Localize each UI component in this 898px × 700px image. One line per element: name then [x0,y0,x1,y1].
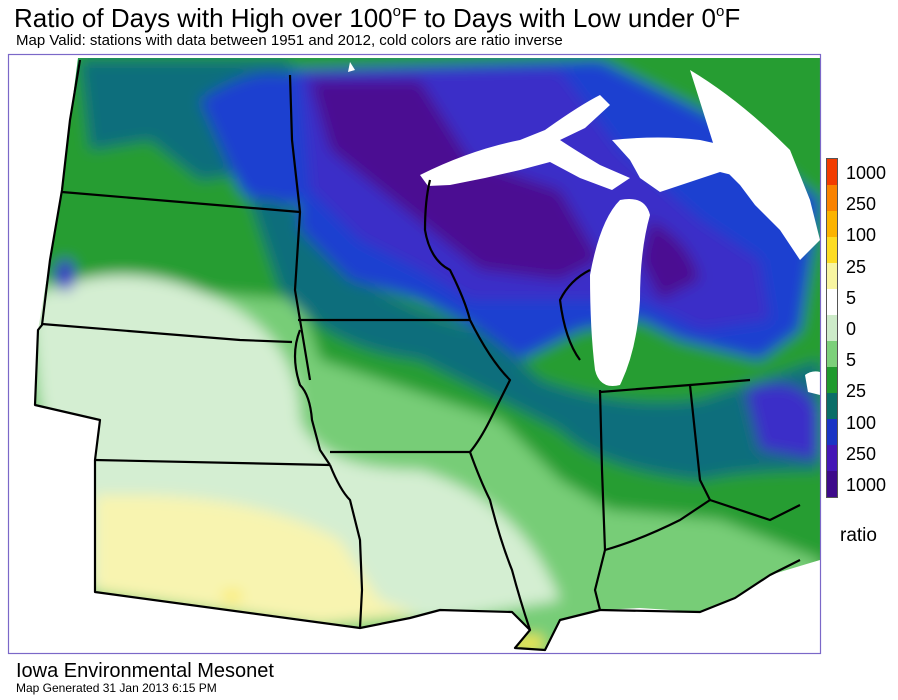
legend-swatch [827,185,837,211]
title-part-3: F [724,3,741,33]
great-lakes [348,62,820,395]
title-part-2: F to Days with Low under 0 [400,3,717,33]
title-degree-1: o [392,3,401,20]
legend-swatch [827,445,837,471]
legend-swatch [827,289,837,315]
map-subtitle: Map Valid: stations with data between 19… [16,32,563,49]
legend-swatch [827,237,837,263]
legend-swatch [827,315,837,341]
legend-color-bar [826,158,838,498]
legend-label: 0 [846,319,857,339]
legend-swatch [827,367,837,393]
legend-label: 100 [846,412,877,433]
legend-unit-label: ratio [840,525,877,546]
organization-name: Iowa Environmental Mesonet [16,660,274,682]
legend-swatch [827,393,837,419]
legend-swatch [827,471,837,497]
title-part-1: Ratio of Days with High over 100 [14,3,393,33]
map-title: Ratio of Days with High over 100oF to Da… [14,2,740,34]
legend-swatch [827,419,837,445]
legend-swatch [827,263,837,289]
legend-swatch [827,159,837,185]
legend-label: 250 [846,443,877,464]
legend-swatch [827,341,837,367]
legend-label: 1000 [846,163,887,183]
map-border [7,53,822,655]
legend-label: 25 [846,381,867,402]
title-degree-2: o [716,3,725,20]
generated-timestamp: Map Generated 31 Jan 2013 6:15 PM [16,681,217,695]
legend-label: 5 [846,287,857,308]
state-boundaries [33,59,801,652]
color-legend: 1000 250 100 25 5 0 5 25 100 250 1000 [826,158,898,498]
legend-label: 25 [846,256,867,277]
legend-label: 250 [846,194,877,215]
legend-label: 100 [846,225,877,246]
legend-label: 1000 [846,475,887,495]
legend-label: 5 [846,350,857,371]
legend-swatch [827,211,837,237]
